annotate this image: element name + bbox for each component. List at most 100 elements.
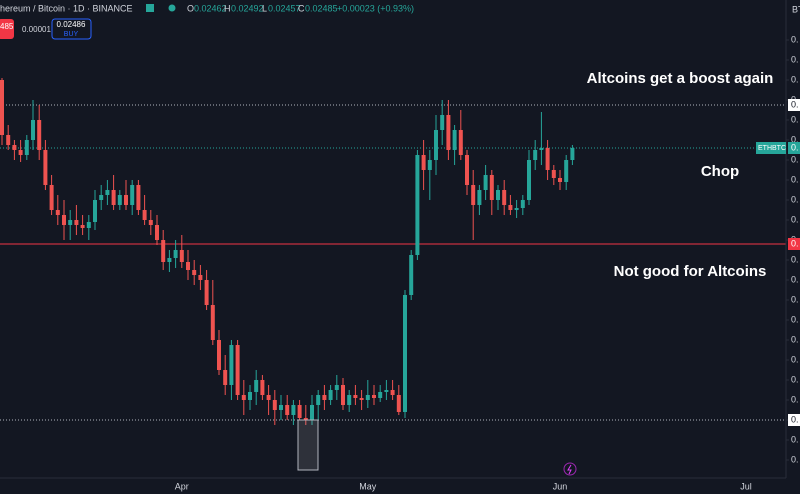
candle-body xyxy=(570,148,575,160)
plot xyxy=(0,78,786,425)
annotation: Chop xyxy=(701,163,739,180)
x-tick-label: Apr xyxy=(175,481,189,491)
candle-body xyxy=(489,175,494,200)
candle-body xyxy=(508,205,513,210)
candle-body xyxy=(136,185,141,210)
candle-body xyxy=(254,380,259,392)
event-icon[interactable] xyxy=(563,462,577,476)
high-label: H xyxy=(224,3,231,13)
candle-body xyxy=(223,370,228,385)
candle-body xyxy=(440,115,445,130)
level-label-box xyxy=(788,99,800,111)
candle-body xyxy=(328,390,333,400)
candle-body xyxy=(217,340,221,370)
candle-body xyxy=(37,120,42,150)
candle-body xyxy=(341,385,345,405)
candle-body xyxy=(204,280,209,305)
event-icon-bolt xyxy=(567,464,572,475)
candle-body xyxy=(210,305,215,340)
level-label: 0. xyxy=(791,414,799,424)
candle-body xyxy=(564,160,569,182)
low-label: L xyxy=(262,3,267,13)
candle-body xyxy=(384,390,389,392)
sell-button[interactable] xyxy=(0,19,14,39)
candle-body xyxy=(483,175,488,190)
candle-body xyxy=(117,195,122,205)
level-label-box xyxy=(788,238,800,250)
x-tick-label: May xyxy=(359,481,377,491)
candle-body xyxy=(378,392,383,398)
candle-body xyxy=(18,150,23,155)
y-tick-label: 0. xyxy=(791,254,799,264)
candle-body xyxy=(62,215,66,225)
y-tick-label: 0. xyxy=(791,54,799,64)
candle-body xyxy=(496,190,500,200)
level-label-box xyxy=(788,414,800,426)
candle-body xyxy=(173,250,178,258)
candle-body xyxy=(297,405,302,418)
candle-body xyxy=(279,405,283,410)
candle-body xyxy=(260,380,265,395)
candle-body xyxy=(334,385,339,390)
candle-body xyxy=(551,170,556,178)
annotation: Altcoins get a boost again xyxy=(587,70,774,87)
x-tick-label: Jun xyxy=(553,481,568,491)
symbol-title: hereum / Bitcoin · 1D · BINANCE xyxy=(0,3,133,13)
level-tag: ETHBTC xyxy=(758,145,786,152)
candle-body xyxy=(241,395,246,400)
candle-body xyxy=(558,178,562,182)
candle-body xyxy=(24,140,29,155)
open-value: 0.02462 xyxy=(194,3,227,13)
candle-body xyxy=(446,115,451,150)
candle-body xyxy=(74,220,79,225)
candle-body xyxy=(303,418,308,420)
y-tick-label: 0. xyxy=(791,434,799,444)
close-label: C xyxy=(298,3,305,13)
y-tick-label: 0. xyxy=(791,154,799,164)
flag-icon[interactable] xyxy=(146,4,154,12)
candle-body xyxy=(527,160,531,200)
candle-body xyxy=(179,250,184,262)
candle-body xyxy=(6,135,11,145)
candle-body xyxy=(465,155,469,185)
candle-body xyxy=(458,130,463,155)
level-label: 0. xyxy=(791,99,799,109)
candle-body xyxy=(415,155,420,255)
buy-button[interactable] xyxy=(51,18,92,40)
candle-body xyxy=(49,185,54,210)
candle-body xyxy=(105,190,110,195)
candle-body xyxy=(93,200,97,222)
y-tick-label: 0. xyxy=(791,214,799,224)
candle-body xyxy=(533,150,538,160)
candle-body xyxy=(186,262,190,270)
candle-body xyxy=(80,225,85,228)
candle-body xyxy=(471,185,476,205)
sell-price: 485 xyxy=(0,22,14,31)
candle-body xyxy=(316,395,321,405)
candle-body xyxy=(161,240,166,262)
candle-body xyxy=(539,148,544,150)
low-value: 0.02457 xyxy=(268,3,301,13)
candle-body xyxy=(477,190,482,205)
buy-price: 0.02486 xyxy=(57,20,86,29)
y-tick-label: 0. xyxy=(791,354,799,364)
candle-body xyxy=(55,210,60,215)
level-label-box xyxy=(788,142,800,154)
y-tick-label: 0. xyxy=(791,134,799,144)
y-tick-label: 0. xyxy=(791,294,799,304)
candle-body xyxy=(12,145,17,150)
candle-body xyxy=(434,130,438,160)
y-tick-label: 0. xyxy=(791,74,799,84)
candle-body xyxy=(520,200,525,208)
candle-body xyxy=(86,222,91,228)
candle-body xyxy=(111,190,116,205)
spread: 0.00001 xyxy=(22,25,51,34)
candle-body xyxy=(390,390,395,395)
candle-body xyxy=(99,195,104,200)
candle-body xyxy=(198,275,203,280)
candle-body xyxy=(409,255,414,295)
candle-body xyxy=(124,195,128,205)
candle-body xyxy=(421,155,426,170)
